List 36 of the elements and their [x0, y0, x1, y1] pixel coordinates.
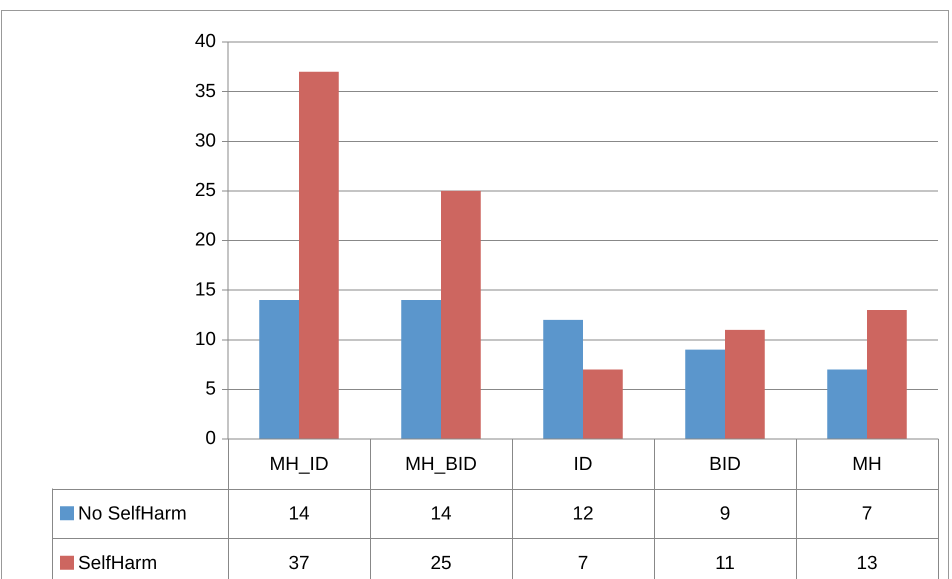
legend-label: No SelfHarm	[78, 503, 187, 524]
x-tick-label: MH_BID	[405, 454, 477, 475]
legend-label: SelfHarm	[78, 552, 158, 574]
bar	[827, 370, 867, 438]
x-tick-label: BID	[709, 454, 741, 475]
data-label: 7	[862, 503, 872, 524]
data-label: 11	[715, 552, 735, 574]
x-tick-label: MH_ID	[269, 454, 329, 475]
data-label: 25	[430, 552, 452, 574]
y-tick-label: 35	[194, 80, 216, 102]
data-label: 7	[578, 552, 588, 574]
y-tick-label: 20	[194, 230, 216, 251]
data-label: 12	[572, 503, 594, 524]
bar	[583, 370, 623, 438]
bar	[259, 300, 299, 438]
y-tick-label: 40	[194, 31, 216, 52]
bar	[441, 190, 481, 438]
data-label: 14	[288, 503, 310, 524]
bar	[867, 310, 907, 438]
data-label: 14	[430, 503, 452, 524]
y-tick-label: 10	[194, 328, 216, 350]
data-label: 13	[856, 552, 878, 574]
y-tick-label: 25	[194, 180, 216, 202]
bar	[299, 72, 339, 438]
x-tick-label: MH	[852, 454, 882, 475]
bar	[725, 330, 765, 438]
y-tick-label: 15	[194, 279, 216, 300]
y-tick-label: 0	[205, 428, 216, 450]
y-tick-label: 5	[205, 378, 216, 400]
bar	[401, 300, 441, 438]
bar	[543, 320, 583, 438]
data-label: 37	[288, 552, 310, 574]
y-tick-label: 30	[194, 130, 216, 152]
bar	[685, 350, 725, 438]
data-label: 9	[720, 503, 730, 524]
x-tick-label: ID	[574, 454, 592, 475]
